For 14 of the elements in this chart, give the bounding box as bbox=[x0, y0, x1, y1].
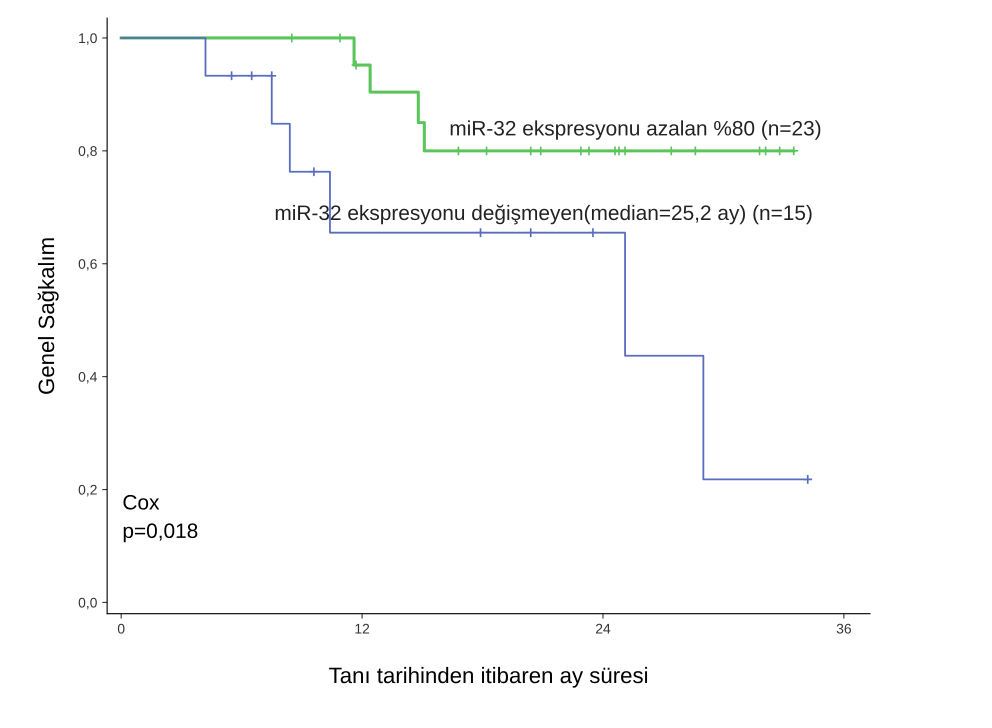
x-tick-label: 36 bbox=[836, 624, 851, 634]
x-tick-label: 0 bbox=[118, 624, 125, 634]
x-axis-title: Tanı tarihinden itibaren ay süresi bbox=[329, 666, 648, 688]
y-tick-label: 0,0 bbox=[78, 598, 97, 610]
y-tick-label: 0,6 bbox=[78, 259, 97, 271]
annotation: Cox p=0,018 bbox=[123, 494, 198, 542]
series-label: miR-32 ekspresyonu azalan %80 (n=23) bbox=[450, 120, 820, 140]
y-tick-label: 0,2 bbox=[78, 484, 97, 496]
y-tick-label: 0,4 bbox=[78, 372, 98, 384]
y-tick-label: 1,0 bbox=[79, 33, 97, 45]
x-tick-label: 24 bbox=[596, 624, 610, 634]
x-tick-label: 12 bbox=[355, 624, 370, 634]
y-axis-title: Genel Sağkalım bbox=[38, 238, 59, 394]
y-tick-label: 0,8 bbox=[78, 146, 97, 158]
